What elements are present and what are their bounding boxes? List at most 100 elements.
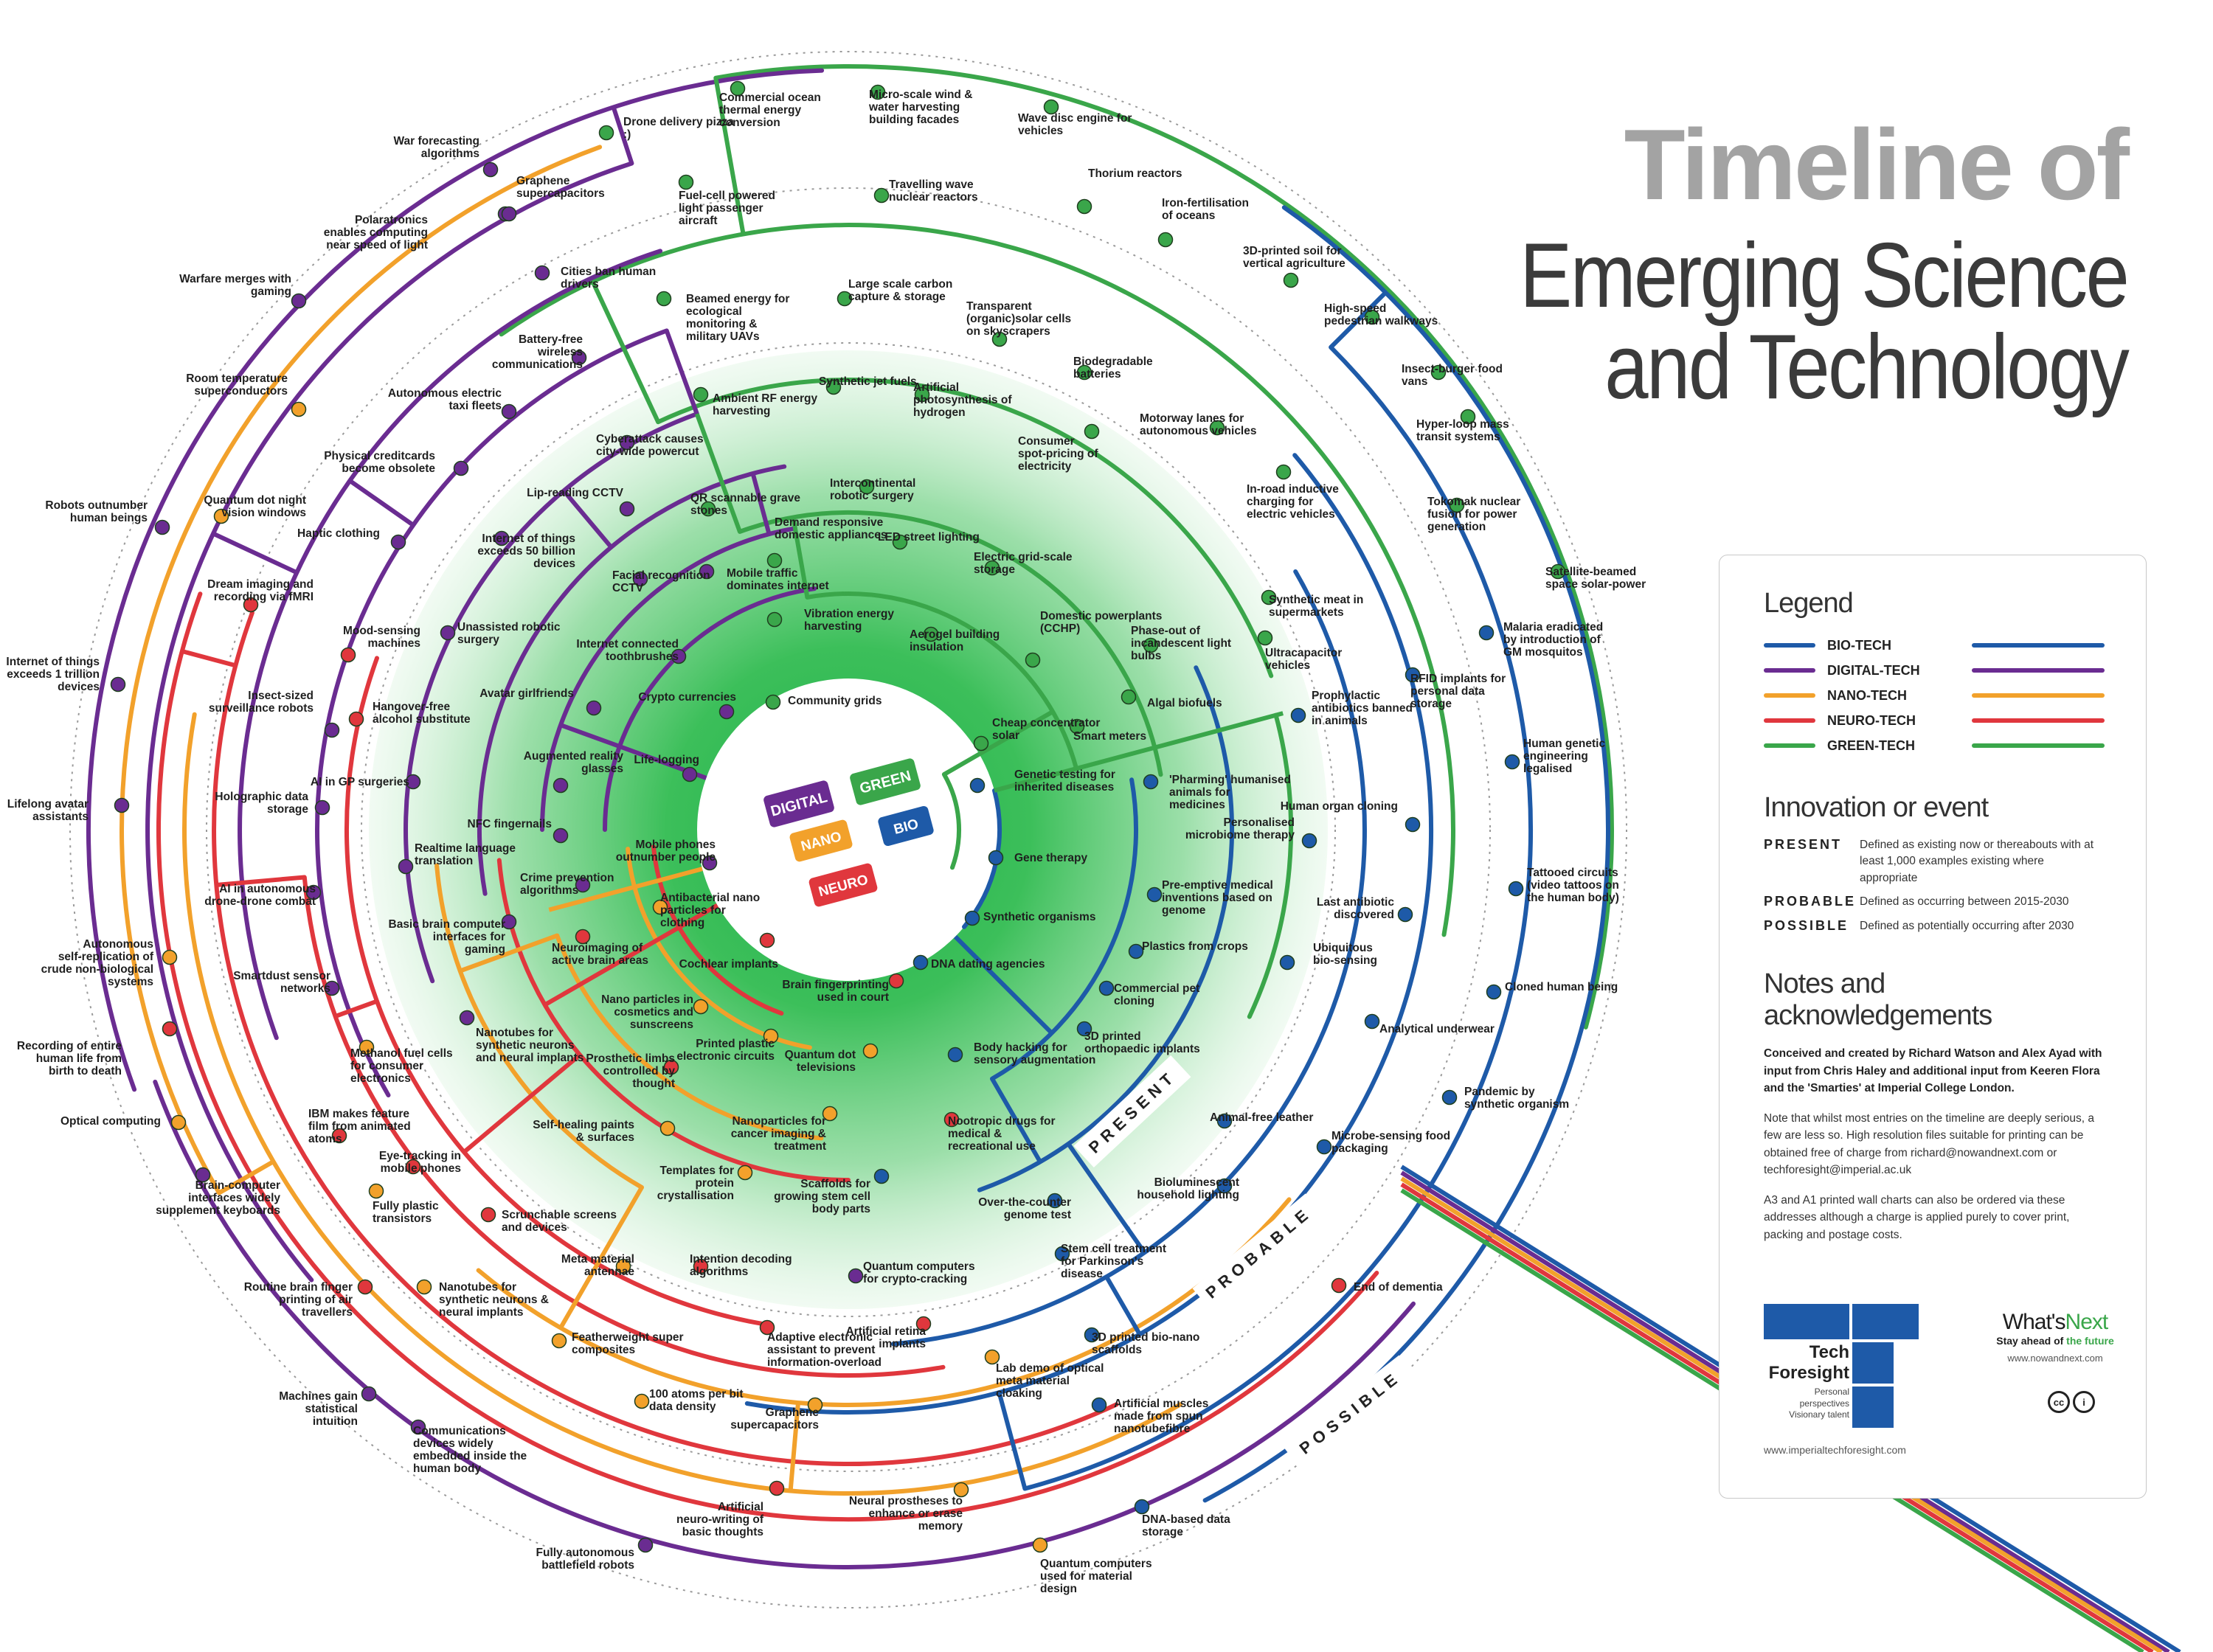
event-dot-haptic-clothing[interactable] bbox=[390, 534, 406, 550]
event-dot-analytical-underwear[interactable] bbox=[1364, 1013, 1380, 1030]
event-dot-polaratronics[interactable] bbox=[501, 206, 517, 222]
event-dot-crypto-currencies[interactable] bbox=[718, 704, 735, 720]
event-dot-lab-demo-cloaking[interactable] bbox=[984, 1349, 1000, 1365]
event-dot-dream-imaging[interactable] bbox=[243, 597, 259, 613]
event-dot-templates-protein[interactable] bbox=[737, 1165, 753, 1181]
event-dot-neuro-writing[interactable] bbox=[769, 1480, 785, 1496]
event-dot-micro-wind[interactable] bbox=[870, 84, 886, 100]
event-dot-printed-bionano[interactable] bbox=[1084, 1327, 1100, 1343]
event-dot-insect-surveillance[interactable] bbox=[324, 722, 340, 738]
event-dot-atoms-100[interactable] bbox=[634, 1393, 650, 1409]
event-dot-basic-bci[interactable] bbox=[501, 914, 517, 930]
event-dot-phaseout-incandescent[interactable] bbox=[1143, 637, 1159, 653]
event-dot-ai-drone-combat[interactable] bbox=[305, 884, 322, 900]
event-dot-battery-free[interactable] bbox=[571, 350, 587, 366]
event-dot-mood-sensing[interactable] bbox=[340, 647, 356, 663]
event-dot-ambient-rf[interactable] bbox=[693, 386, 709, 403]
event-dot-crime-prevention[interactable] bbox=[575, 877, 591, 893]
event-dot-mobile-traffic[interactable] bbox=[699, 563, 715, 580]
event-dot-artificial-muscles[interactable] bbox=[1091, 1397, 1107, 1413]
event-dot-lip-reading[interactable] bbox=[619, 501, 635, 517]
event-dot-cities-ban[interactable] bbox=[534, 265, 550, 281]
event-dot-routine-brain[interactable] bbox=[357, 1279, 373, 1295]
event-dot-prophylactic[interactable] bbox=[1290, 707, 1306, 723]
event-dot-war-forecasting[interactable] bbox=[482, 162, 499, 178]
event-dot-methanol-fuel[interactable] bbox=[359, 1039, 375, 1055]
event-dot-over-counter-genome[interactable] bbox=[1047, 1193, 1063, 1209]
event-dot-dna-storage[interactable] bbox=[1134, 1499, 1150, 1515]
event-dot-human-genetic[interactable] bbox=[1504, 754, 1520, 770]
event-dot-ai-gp[interactable] bbox=[405, 774, 421, 790]
event-dot-cochlear[interactable] bbox=[759, 932, 775, 948]
event-dot-machines-intuition[interactable] bbox=[361, 1386, 377, 1402]
event-dot-realtime-translation[interactable] bbox=[398, 858, 414, 875]
event-dot-printed-circuits[interactable] bbox=[763, 1028, 779, 1044]
event-dot-optical-computing[interactable] bbox=[170, 1114, 187, 1131]
event-dot-synthetic-meat[interactable] bbox=[1261, 589, 1277, 605]
event-dot-insect-burger[interactable] bbox=[1430, 364, 1447, 381]
event-dot-tattooed-circuits[interactable] bbox=[1508, 881, 1524, 897]
event-dot-body-hacking[interactable] bbox=[947, 1047, 963, 1063]
event-dot-thorium[interactable] bbox=[1076, 198, 1092, 215]
event-dot-neuroimaging[interactable] bbox=[575, 929, 591, 945]
event-dot-stem-cell-parkinsons[interactable] bbox=[1054, 1246, 1070, 1262]
event-dot-drone-pizza[interactable] bbox=[598, 125, 614, 141]
event-dot-vibration-energy[interactable] bbox=[766, 611, 783, 628]
event-dot-nootropic[interactable] bbox=[943, 1111, 960, 1128]
event-dot-commercial-pet[interactable] bbox=[1098, 980, 1115, 996]
event-dot-hangover-free[interactable] bbox=[348, 711, 364, 727]
event-dot-synthetic-jet[interactable] bbox=[825, 379, 842, 395]
event-dot-quantum-dot-vision[interactable] bbox=[213, 508, 229, 524]
event-dot-domestic-powerplants[interactable] bbox=[1025, 652, 1041, 668]
event-dot-eye-tracking[interactable] bbox=[405, 1159, 421, 1175]
event-dot-graphene-supercap-inner[interactable] bbox=[807, 1397, 823, 1413]
event-dot-bioluminescent[interactable] bbox=[1216, 1178, 1233, 1194]
event-dot-communications-body[interactable] bbox=[410, 1419, 426, 1435]
event-dot-fully-plastic[interactable] bbox=[368, 1183, 384, 1199]
event-dot-wave-disc[interactable] bbox=[1043, 99, 1059, 115]
event-dot-cheap-solar[interactable] bbox=[973, 735, 989, 752]
event-dot-travelling-wave[interactable] bbox=[873, 187, 890, 204]
event-dot-warfare-gaming[interactable] bbox=[291, 293, 307, 309]
event-dot-antibacterial-nano[interactable] bbox=[652, 899, 668, 915]
event-dot-nfc[interactable] bbox=[553, 827, 569, 844]
event-dot-quantum-dot-tv[interactable] bbox=[862, 1043, 879, 1059]
event-dot-aerogel[interactable] bbox=[923, 626, 939, 642]
event-dot-avatar-girlfriends[interactable] bbox=[586, 700, 602, 716]
event-dot-end-dementia[interactable] bbox=[1331, 1277, 1347, 1294]
event-dot-adaptive-assistant[interactable] bbox=[759, 1319, 775, 1336]
tf-url[interactable]: www.imperialtechforesight.com bbox=[1764, 1444, 1906, 1456]
event-dot-intention-decoding[interactable] bbox=[693, 1258, 709, 1274]
event-dot-meta-material[interactable] bbox=[615, 1258, 631, 1274]
event-dot-community-grids[interactable] bbox=[765, 694, 781, 710]
event-dot-autonomous-taxi[interactable] bbox=[501, 403, 517, 420]
event-dot-transparent-solar[interactable] bbox=[991, 331, 1008, 347]
event-dot-brain-fingerprinting[interactable] bbox=[888, 973, 904, 989]
event-dot-autonomous-self-rep[interactable] bbox=[162, 949, 178, 965]
event-dot-ultracap-vehicles[interactable] bbox=[1257, 630, 1273, 646]
event-dot-printed-ortho[interactable] bbox=[1076, 1021, 1092, 1037]
event-dot-prosthetic-limbs[interactable] bbox=[663, 1059, 679, 1075]
event-dot-tokomak[interactable] bbox=[1449, 497, 1465, 513]
event-dot-brain-computer-keyboards[interactable] bbox=[195, 1167, 211, 1183]
event-dot-intercontinental-surgery[interactable] bbox=[859, 479, 875, 495]
event-dot-microbe-sensing[interactable] bbox=[1316, 1139, 1332, 1155]
event-dot-recording-life[interactable] bbox=[162, 1021, 178, 1037]
event-dot-personalised-microbiome[interactable] bbox=[1301, 833, 1317, 849]
event-dot-carbon-capture[interactable] bbox=[837, 291, 853, 307]
event-dot-ocean-thermal[interactable] bbox=[730, 80, 746, 97]
event-dot-demand-responsive[interactable] bbox=[766, 552, 783, 569]
event-dot-ibm-film[interactable] bbox=[331, 1128, 347, 1144]
event-dot-preemptive-medical[interactable] bbox=[1146, 886, 1163, 903]
event-dot-iron-fert[interactable] bbox=[1157, 232, 1174, 248]
event-dot-inroad-charging[interactable] bbox=[1275, 464, 1292, 480]
event-dot-dna-dating[interactable] bbox=[912, 954, 929, 971]
event-dot-nano-cosmetics[interactable] bbox=[693, 999, 709, 1015]
event-dot-internet-toothbrushes[interactable] bbox=[671, 648, 687, 664]
event-dot-scaffolds[interactable] bbox=[873, 1168, 890, 1184]
event-dot-printed-soil[interactable] bbox=[1283, 272, 1299, 288]
event-dot-nanotubes-neurons-inner[interactable] bbox=[459, 1010, 475, 1026]
event-dot-featherweight[interactable] bbox=[551, 1333, 567, 1349]
event-dot-quantum-crypto[interactable] bbox=[848, 1268, 864, 1284]
wn-url[interactable]: www.nowandnext.com bbox=[2007, 1353, 2103, 1364]
